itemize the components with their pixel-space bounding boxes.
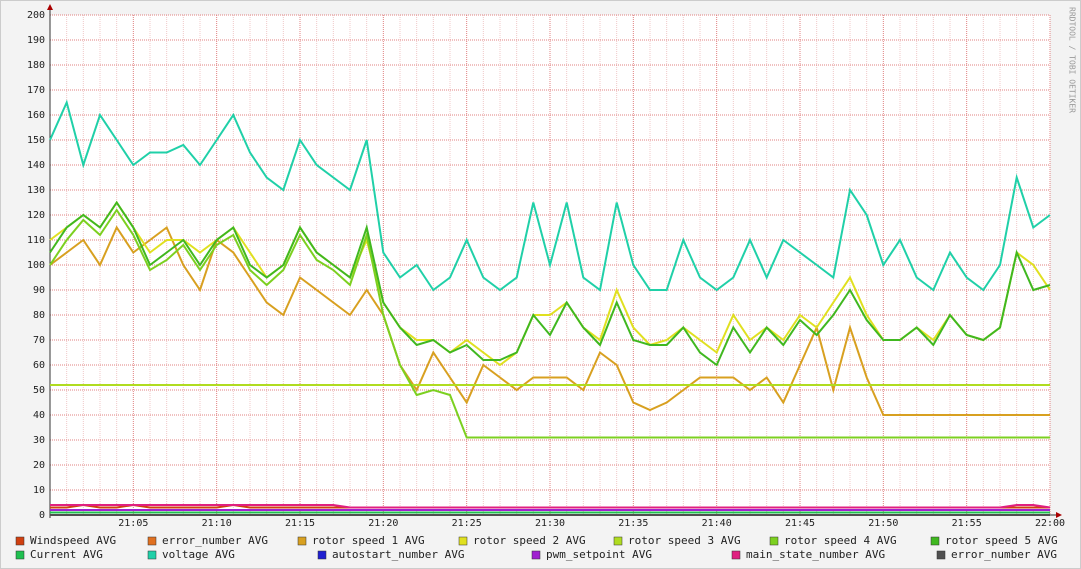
legend-label: pwm_setpoint AVG: [546, 548, 652, 561]
y-tick-label: 30: [33, 435, 45, 446]
y-tick-label: 170: [27, 85, 45, 96]
x-tick-label: 21:30: [535, 518, 565, 529]
x-tick-label: 21:55: [952, 518, 982, 529]
x-tick-label: 21:35: [618, 518, 648, 529]
y-tick-label: 40: [33, 410, 45, 421]
legend-swatch: [936, 550, 946, 560]
legend-label: rotor speed 5 AVG: [945, 534, 1058, 547]
legend-swatch: [731, 550, 741, 560]
y-tick-label: 110: [27, 235, 45, 246]
legend-label: error_number AVG: [951, 548, 1057, 561]
x-axis-arrow: [1056, 512, 1062, 518]
legend-swatch: [147, 536, 157, 546]
legend-swatch: [458, 536, 468, 546]
legend-label: main_state_number AVG: [746, 548, 885, 561]
y-tick-label: 10: [33, 485, 45, 496]
legend-swatch: [769, 536, 779, 546]
y-tick-label: 0: [39, 510, 45, 521]
y-tick-label: 70: [33, 335, 45, 346]
legend-swatch: [317, 550, 327, 560]
legend-label: Current AVG: [30, 548, 103, 561]
y-tick-label: 50: [33, 385, 45, 396]
y-tick-label: 60: [33, 360, 45, 371]
legend-label: rotor speed 1 AVG: [312, 534, 425, 547]
legend-swatch: [15, 550, 25, 560]
y-tick-label: 200: [27, 10, 45, 21]
series-line: [50, 504, 1051, 509]
legend-label: autostart_number AVG: [332, 548, 464, 561]
legend-swatch: [297, 536, 307, 546]
legend-swatch: [147, 550, 157, 560]
series-line: [49, 208, 1050, 439]
side-label: RRDTOOL / TOBI OETIKER: [1068, 7, 1077, 113]
x-tick-label: 21:45: [785, 518, 815, 529]
y-tick-label: 160: [27, 110, 45, 121]
x-tick-label: 21:15: [285, 518, 315, 529]
y-tick-label: 140: [27, 160, 45, 171]
x-tick-label: 21:10: [202, 518, 232, 529]
legend-swatch: [613, 536, 623, 546]
x-tick-label: 21:50: [868, 518, 898, 529]
series-line: [49, 99, 1051, 292]
y-tick-label: 150: [27, 135, 45, 146]
y-tick-label: 190: [27, 35, 45, 46]
x-tick-label: 21:40: [702, 518, 732, 529]
x-tick-label: 21:25: [452, 518, 482, 529]
legend-label: error_number AVG: [162, 534, 268, 547]
y-tick-label: 120: [27, 210, 45, 221]
y-axis-arrow: [47, 4, 53, 10]
y-tick-label: 130: [27, 185, 45, 196]
legend-swatch: [15, 536, 25, 546]
x-tick-label: 22:00: [1035, 518, 1065, 529]
y-tick-label: 20: [33, 460, 45, 471]
y-tick-label: 80: [33, 310, 45, 321]
y-tick-label: 100: [27, 260, 45, 271]
legend-swatch: [531, 550, 541, 560]
y-tick-label: 180: [27, 60, 45, 71]
x-tick-label: 21:20: [368, 518, 398, 529]
series-line: [49, 200, 1051, 367]
y-tick-label: 90: [33, 285, 45, 296]
legend-label: rotor speed 2 AVG: [473, 534, 586, 547]
legend-label: rotor speed 4 AVG: [784, 534, 897, 547]
legend-swatch: [930, 536, 940, 546]
x-tick-label: 21:05: [118, 518, 148, 529]
legend-label: Windspeed AVG: [30, 534, 116, 547]
legend-label: rotor speed 3 AVG: [628, 534, 741, 547]
legend-label: voltage AVG: [162, 548, 235, 561]
